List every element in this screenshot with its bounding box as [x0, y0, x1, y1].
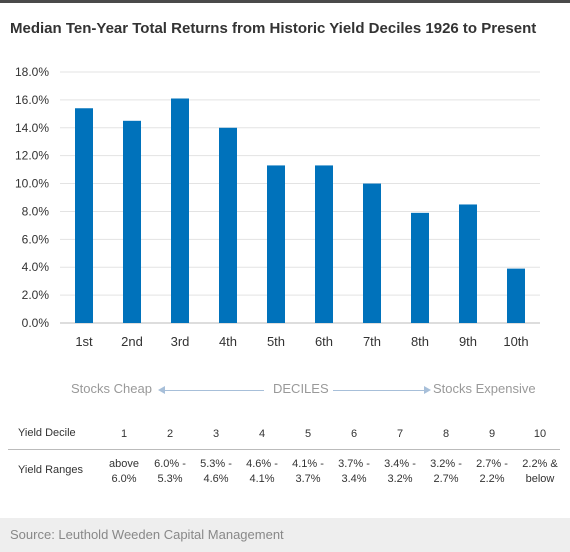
top-rule	[0, 0, 570, 3]
yield-decile-label: Yield Decile	[18, 427, 76, 439]
range-cell-line: 2.2%	[479, 473, 505, 485]
source-text: Source: Leuthold Weeden Capital Manageme…	[10, 527, 284, 542]
range-cell-line: 3.2% -	[430, 458, 462, 470]
left-arrow-icon	[158, 386, 165, 394]
decile-cell: 4	[258, 428, 266, 440]
range-cell: 6.0% - 5.3%	[147, 457, 193, 487]
range-cell: above 6.0%	[101, 457, 147, 487]
chart-title: Median Ten-Year Total Returns from Histo…	[10, 20, 537, 37]
y-tick-label: 10.0%	[15, 177, 49, 191]
range-cell-line: 5.3% -	[200, 458, 232, 470]
bar-chart: 0.0% 2.0% 4.0% 6.0% 8.0% 10.0% 12.0% 14.0% 16.0%…	[15, 65, 540, 349]
bar-2nd	[123, 120, 141, 323]
decile-cell: 5	[304, 428, 312, 440]
right-arrow-icon	[424, 386, 431, 394]
bar-8th	[411, 212, 429, 323]
x-tick-label: 6th	[315, 334, 333, 349]
y-tick-label: 4.0%	[22, 260, 50, 274]
bar-9th	[459, 204, 477, 323]
bar-4th	[219, 127, 237, 324]
footer: Source: Leuthold Weeden Capital Manageme…	[0, 518, 570, 552]
y-tick-label: 0.0%	[22, 316, 50, 330]
range-cell: 2.7% - 2.2%	[469, 457, 515, 487]
x-tick-label: 8th	[411, 334, 429, 349]
y-tick-label: 14.0%	[15, 121, 49, 135]
stocks-cheap-label: Stocks Cheap	[71, 381, 152, 396]
range-cell-line: 2.7% -	[476, 458, 508, 470]
range-cell-line: 3.7%	[295, 473, 321, 485]
range-cell: 2.2% & below	[517, 457, 563, 487]
decile-cell: 1	[120, 428, 128, 440]
range-cell-line: 3.4% -	[384, 458, 416, 470]
range-cell-line: 4.1% -	[292, 458, 324, 470]
bar-1st	[75, 108, 93, 323]
x-tick-label: 10th	[503, 334, 528, 349]
bar-3rd	[171, 98, 189, 323]
range-cell: 3.4% - 3.2%	[377, 457, 423, 487]
x-tick-label: 9th	[459, 334, 477, 349]
decile-cell: 2	[166, 428, 174, 440]
range-cell-line: above	[109, 458, 139, 470]
range-cell: 4.1% - 3.7%	[285, 457, 331, 487]
y-tick-label: 2.0%	[22, 288, 50, 302]
decile-cell: 6	[350, 428, 358, 440]
decile-cell: 10	[533, 428, 547, 440]
range-cell-line: 4.6% -	[246, 458, 278, 470]
x-tick-label: 3rd	[171, 334, 190, 349]
bar-10th	[507, 268, 525, 323]
range-cell-line: 3.2%	[387, 473, 413, 485]
range-cell: 3.7% - 3.4%	[331, 457, 377, 487]
range-cell-line: 3.4%	[341, 473, 367, 485]
range-cell: 4.6% - 4.1%	[239, 457, 285, 487]
decile-cell: 7	[396, 428, 404, 440]
range-cell-line: below	[525, 473, 555, 485]
decile-cell: 3	[212, 428, 220, 440]
stocks-expensive-label: Stocks Expensive	[433, 381, 536, 396]
y-tick-label: 8.0%	[22, 204, 50, 218]
range-cell: 3.2% - 2.7%	[423, 457, 469, 487]
x-axis-ticks: 1st 2nd 3rd 4th 5th 6th 7th 8th 9th 10th	[75, 334, 528, 349]
range-cell-line: 5.3%	[157, 473, 183, 485]
range-cell-line: 4.6%	[203, 473, 229, 485]
y-tick-label: 6.0%	[22, 232, 50, 246]
table-separator	[8, 449, 560, 450]
right-arrow-line	[333, 390, 426, 391]
deciles-annotation: Stocks Cheap DECILES Stocks Expensive	[0, 381, 570, 399]
x-tick-label: 7th	[363, 334, 381, 349]
range-cell: 5.3% - 4.6%	[193, 457, 239, 487]
x-tick-label: 4th	[219, 334, 237, 349]
yield-ranges-label: Yield Ranges	[18, 464, 84, 476]
deciles-label: DECILES	[273, 381, 329, 396]
x-tick-label: 1st	[75, 334, 93, 349]
bars	[75, 98, 525, 324]
range-cell-line: 6.0%	[111, 473, 137, 485]
range-cell-line: 4.1%	[249, 473, 275, 485]
left-arrow-line	[163, 390, 264, 391]
decile-cell: 9	[488, 428, 496, 440]
range-cell-line: 3.7% -	[338, 458, 370, 470]
decile-cell: 8	[442, 428, 450, 440]
y-tick-label: 16.0%	[15, 93, 49, 107]
y-tick-label: 12.0%	[15, 149, 49, 163]
y-axis-ticks: 0.0% 2.0% 4.0% 6.0% 8.0% 10.0% 12.0% 14.0% 16.0%…	[15, 65, 49, 330]
x-tick-label: 5th	[267, 334, 285, 349]
bar-7th	[363, 183, 381, 323]
range-cell-line: 2.7%	[433, 473, 459, 485]
x-tick-label: 2nd	[121, 334, 143, 349]
bar-6th	[315, 165, 333, 323]
range-cell-line: 6.0% -	[154, 458, 186, 470]
range-cell-line: 2.2% &	[522, 458, 558, 470]
bar-5th	[267, 165, 285, 323]
y-tick-label: 18.0%	[15, 65, 49, 79]
